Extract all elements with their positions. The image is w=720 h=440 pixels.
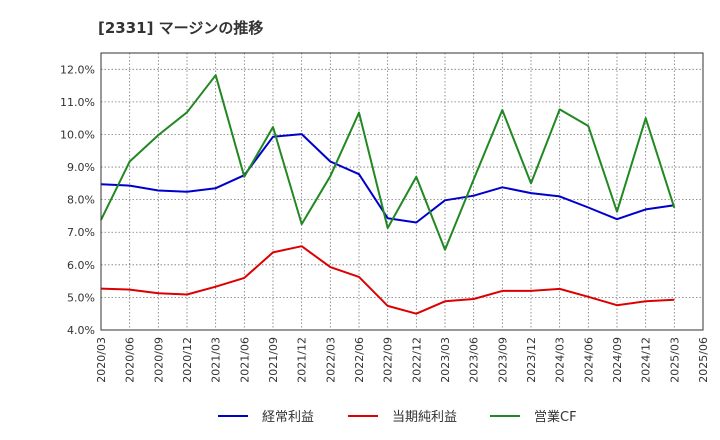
x-tick-label: 2020/12 [181,337,194,383]
x-tick-label: 2022/12 [410,337,423,383]
chart-title: [2331] マージンの推移 [98,19,263,37]
y-tick-label: 9.0% [67,161,95,174]
x-tick-label: 2022/09 [382,337,395,383]
x-tick-label: 2021/12 [296,337,309,383]
x-tick-label: 2021/03 [210,337,223,383]
x-tick-label: 2024/03 [554,337,567,383]
y-tick-label: 11.0% [60,96,95,109]
series-lines [100,74,676,315]
x-tick-label: 2022/03 [324,337,337,383]
x-tick-label: 2025/03 [668,337,681,383]
x-tick-label: 2023/06 [468,337,481,383]
x-tick-label: 2021/06 [238,337,251,383]
x-tick-label: 2024/06 [582,337,595,383]
series-line [100,133,675,224]
x-tick-label: 2020/03 [95,337,108,383]
x-tick-label: 2021/09 [267,337,280,383]
y-axis-ticks: 4.0% 5.0% 6.0% 7.0% 8.0% 9.0% 10.0% 11.0% 12.0% [60,63,95,337]
y-tick-label: 12.0% [60,63,95,76]
legend: 経常利益 当期純利益 営業CF [218,409,577,425]
x-tick-label: 2023/12 [525,337,538,383]
legend-label: 当期純利益 [392,410,457,425]
grid [101,53,703,331]
x-tick-label: 2023/09 [496,337,509,383]
series-line [100,245,675,315]
y-tick-label: 6.0% [67,259,95,272]
x-axis-ticks: 2020/03 2020/06 2020/09 2020/12 2021/03 2021/… [95,337,710,383]
x-tick-label: 2024/09 [611,337,624,383]
x-tick-label: 2025/06 [697,337,710,383]
y-tick-label: 7.0% [67,226,95,239]
series-line [100,74,676,251]
x-tick-label: 2024/12 [640,337,653,383]
y-tick-label: 10.0% [60,128,95,141]
x-tick-label: 2023/03 [439,337,452,383]
legend-label: 経常利益 [262,410,314,425]
x-tick-label: 2022/06 [353,337,366,383]
legend-label: 営業CF [534,409,577,425]
y-tick-label: 5.0% [67,291,95,304]
plot-frame [100,52,704,331]
x-tick-label: 2020/09 [152,337,165,383]
x-tick-label: 2020/06 [124,337,137,383]
y-tick-label: 4.0% [67,324,95,337]
y-tick-label: 8.0% [67,194,95,207]
